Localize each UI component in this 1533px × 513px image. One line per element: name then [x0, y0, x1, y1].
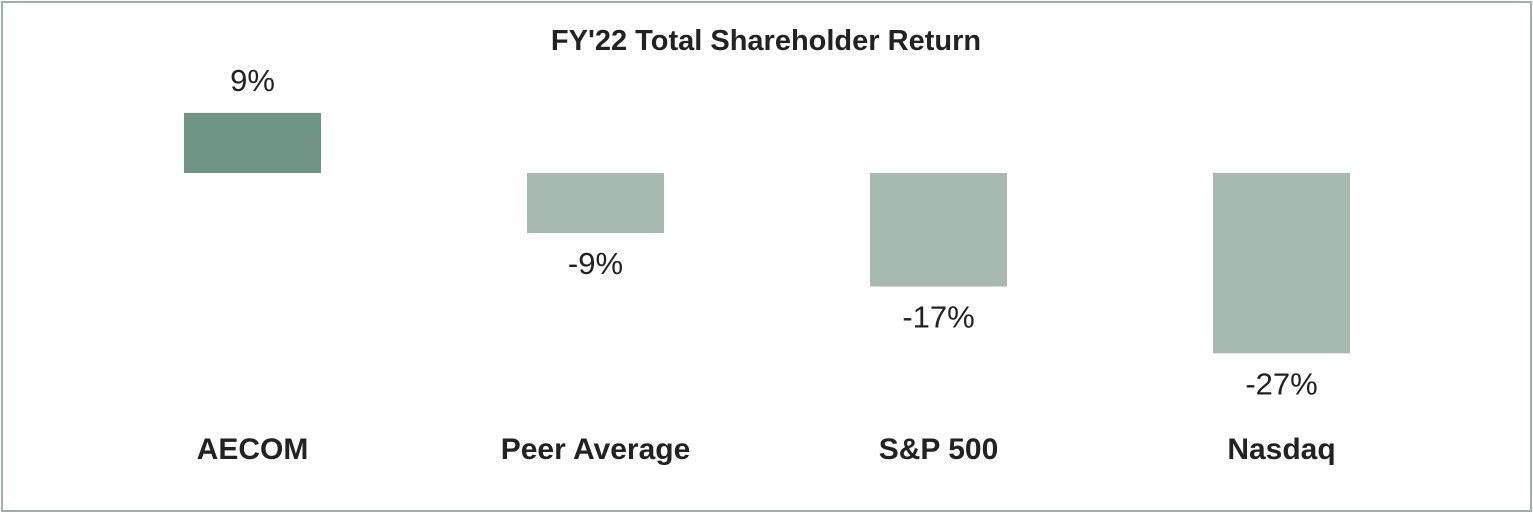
bar-sandp-500 [870, 173, 1007, 287]
category-label-sandp-500: S&P 500 [879, 433, 999, 466]
value-label-aecom: 9% [230, 63, 275, 98]
value-label-sandp-500: -17% [902, 300, 974, 335]
bars-group [184, 112, 1350, 354]
category-labels-group: AECOM Peer Average S&P 500 Nasdaq [197, 433, 1336, 466]
chart-title: FY'22 Total Shareholder Return [551, 25, 981, 57]
bar-peer-average [527, 173, 664, 234]
value-labels-group: 9% -9% -17% -27% [230, 63, 1318, 401]
value-label-peer-average: -9% [568, 246, 623, 281]
value-label-nasdaq: -27% [1245, 366, 1317, 401]
bar-nasdaq [1213, 173, 1350, 354]
category-label-aecom: AECOM [197, 433, 309, 466]
category-label-peer-average: Peer Average [501, 433, 691, 466]
category-label-nasdaq: Nasdaq [1227, 433, 1335, 466]
bar-aecom [184, 112, 321, 173]
